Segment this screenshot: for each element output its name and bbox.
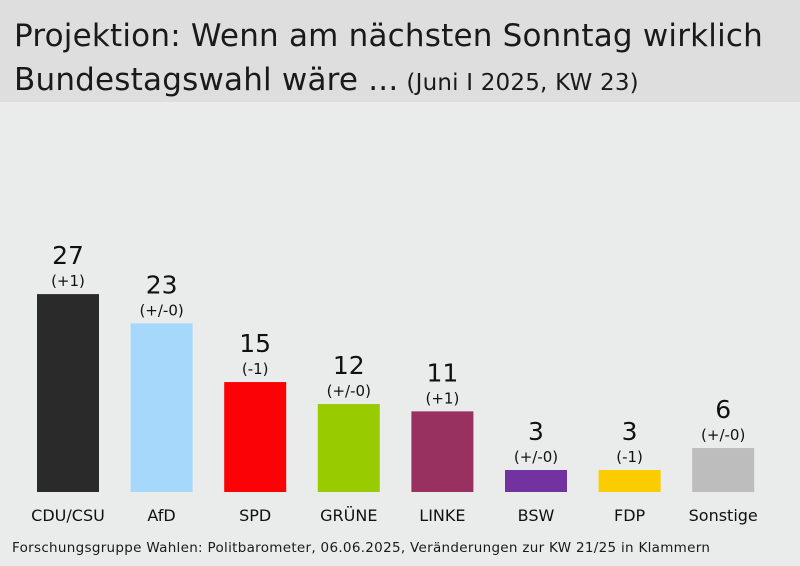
value-label-bsw: 3 bbox=[528, 417, 544, 446]
category-label-fdp: FDP bbox=[614, 506, 646, 525]
bar-linke bbox=[411, 411, 474, 492]
value-label-gruene: 12 bbox=[333, 351, 365, 380]
category-label-bsw: BSW bbox=[518, 506, 555, 525]
change-label-gruene: (+/-0) bbox=[327, 382, 371, 400]
category-label-cdu-csu: CDU/CSU bbox=[31, 506, 105, 525]
value-label-sonstige: 6 bbox=[715, 395, 731, 424]
change-label-bsw: (+/-0) bbox=[514, 448, 558, 466]
bar-bsw bbox=[505, 470, 567, 492]
bar-cdu-csu bbox=[37, 294, 99, 492]
category-label-gruene: GRÜNE bbox=[320, 506, 377, 525]
bar-chart: 27 (+1) CDU/CSU 23 (+/-0) AfD 15 (-1) SPD 12 (+/-0… bbox=[31, 241, 758, 525]
change-label-afd: (+/-0) bbox=[139, 301, 183, 319]
value-label-afd: 23 bbox=[146, 270, 178, 299]
change-label-spd: (-1) bbox=[242, 360, 269, 378]
category-label-spd: SPD bbox=[239, 506, 271, 525]
value-label-fdp: 3 bbox=[622, 417, 638, 446]
change-label-cdu-csu: (+1) bbox=[51, 272, 85, 290]
change-label-sonstige: (+/-0) bbox=[701, 426, 745, 444]
change-label-fdp: (-1) bbox=[616, 448, 643, 466]
source-note: Forschungsgruppe Wahlen: Politbarometer,… bbox=[12, 540, 711, 556]
header-band: Projektion: Wenn am nächsten Sonntag wir… bbox=[0, 0, 800, 102]
chart-subtitle: (Juni I 2025, KW 23) bbox=[406, 70, 639, 96]
category-label-afd: AfD bbox=[147, 506, 175, 525]
bar-spd bbox=[224, 382, 287, 492]
bar-fdp bbox=[598, 470, 661, 492]
bar-gruene bbox=[317, 404, 380, 492]
value-label-linke: 11 bbox=[426, 358, 458, 387]
category-label-linke: LINKE bbox=[419, 506, 465, 525]
value-label-spd: 15 bbox=[239, 329, 271, 358]
change-label-linke: (+1) bbox=[425, 389, 459, 407]
chart-title-line1: Projektion: Wenn am nächsten Sonntag wir… bbox=[14, 18, 764, 54]
category-label-sonstige: Sonstige bbox=[689, 506, 758, 525]
value-label-cdu-csu: 27 bbox=[52, 241, 84, 270]
chart-title-line2: Bundestagswahl wäre ... (Juni I 2025, KW … bbox=[14, 62, 639, 98]
bar-sonstige bbox=[692, 448, 755, 492]
bar-afd bbox=[130, 323, 193, 492]
chart-title-line2-text: Bundestagswahl wäre ... bbox=[14, 62, 399, 98]
